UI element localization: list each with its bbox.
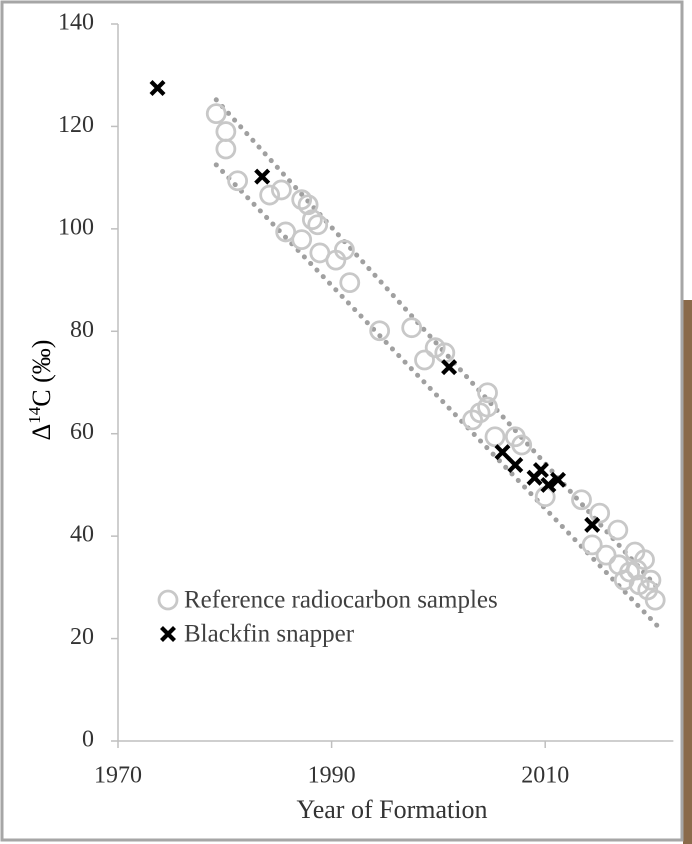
- y-tick-label: 140: [58, 10, 94, 36]
- x-axis-title: Year of Formation: [297, 795, 488, 824]
- data-point: [595, 544, 617, 566]
- data-point: [369, 320, 391, 342]
- data-point: [511, 434, 533, 456]
- y-tick-label: 120: [58, 112, 94, 138]
- data-point: [215, 121, 237, 142]
- data-point: [215, 138, 237, 160]
- data-point: [339, 272, 361, 294]
- data-point: [640, 569, 662, 591]
- data-point: [634, 549, 655, 571]
- y-axis-title-part: Δ: [27, 424, 56, 441]
- y-axis-title-part: C (‰): [27, 340, 56, 407]
- y-tick-label: 60: [70, 419, 94, 445]
- y-tick-label: 100: [58, 214, 94, 240]
- y-axis-title: Δ14C (‰): [25, 340, 56, 441]
- data-point: [205, 103, 227, 125]
- x-tick-label: 2010: [521, 763, 569, 789]
- data-point: [581, 534, 603, 556]
- data-point: [259, 184, 281, 206]
- data-point: [584, 516, 601, 533]
- data-point: [477, 382, 498, 404]
- data-point: [477, 396, 498, 418]
- legend-label: Blackfin snapper: [184, 621, 355, 648]
- data-point: [414, 349, 435, 371]
- data-point: [149, 80, 166, 97]
- data-point: [589, 502, 611, 524]
- data-point: [484, 426, 506, 448]
- data-point: [550, 471, 567, 488]
- data-point: [301, 209, 323, 231]
- data-point: [291, 229, 313, 251]
- data-point: [644, 589, 666, 611]
- data-point: [275, 221, 297, 243]
- data-point: [271, 179, 292, 201]
- legend-marker: [160, 626, 176, 642]
- photo-edge: [683, 300, 692, 844]
- legend-marker: [157, 589, 179, 611]
- y-axis-title-sup: 14: [25, 406, 44, 424]
- data-point: [571, 489, 592, 511]
- data-point: [291, 189, 313, 211]
- data-point: [540, 476, 557, 493]
- data-point: [607, 519, 629, 541]
- bound-line: [213, 162, 660, 629]
- y-tick-label: 40: [70, 522, 94, 548]
- data-point: [441, 359, 458, 376]
- legend-label: Reference radiocarbon samples: [184, 587, 498, 614]
- data-point: [532, 462, 549, 479]
- data-point: [297, 194, 319, 216]
- data-point: [507, 456, 524, 473]
- data-point: [307, 214, 329, 236]
- y-tick-label: 20: [70, 624, 94, 650]
- data-point: [494, 444, 511, 461]
- data-point: [254, 168, 271, 185]
- y-tick-label: 80: [70, 317, 94, 343]
- data-point: [227, 170, 249, 192]
- data-point: [401, 317, 423, 339]
- y-tick-label: 0: [82, 727, 94, 753]
- bound-line: [213, 97, 662, 593]
- x-tick-label: 1990: [308, 763, 356, 789]
- data-point: [334, 239, 355, 261]
- x-tick-label: 1970: [94, 763, 142, 789]
